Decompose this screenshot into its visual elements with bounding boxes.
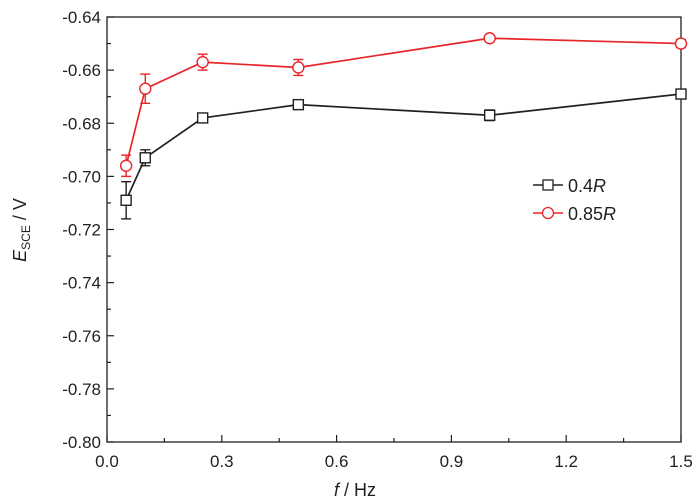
data-point — [292, 98, 305, 111]
y-tick-label: -0.68 — [62, 114, 101, 133]
y-tick-label: -0.78 — [62, 380, 101, 399]
y-tick-label: -0.72 — [62, 221, 101, 240]
plot-frame — [106, 16, 682, 443]
y-tick-label: -0.70 — [62, 167, 101, 186]
legend-item-0.85R: 0.85R — [533, 204, 616, 224]
y-tick-label: -0.66 — [62, 61, 101, 80]
y-tick-label: -0.76 — [62, 327, 101, 346]
data-point — [483, 32, 496, 45]
data-point — [196, 112, 209, 124]
data-point — [119, 159, 133, 172]
x-tick-label: 1.5 — [669, 452, 693, 471]
y-axis-title: ESCE / V — [10, 198, 33, 262]
series-layer — [119, 32, 688, 220]
y-tick-label: -0.74 — [62, 274, 101, 293]
square-marker-icon — [542, 179, 554, 191]
x-tick-label: 0.3 — [210, 452, 234, 471]
data-point — [675, 88, 687, 100]
data-point — [196, 55, 209, 69]
circle-marker-icon — [541, 206, 555, 220]
x-tick-label: 1.2 — [554, 452, 578, 471]
data-point — [139, 152, 151, 164]
x-tick-label: 0.0 — [95, 452, 119, 471]
x-axis-title: f / Hz — [334, 480, 376, 500]
y-axis: -0.64 -0.66 -0.68 -0.70 -0.72 -0.74 -0.76 -0.78… — [62, 8, 114, 452]
x-axis: 0.0 0.3 0.6 0.9 1.2 1.5 — [95, 435, 693, 471]
svg-text:0.4R: 0.4R — [568, 176, 606, 196]
data-point — [483, 109, 496, 121]
svg-text:0.85R: 0.85R — [568, 204, 616, 224]
legend-item-0.4R: 0.4R — [533, 176, 606, 196]
series-0.4R — [120, 88, 687, 220]
data-point — [120, 194, 132, 206]
y-tick-label: -0.80 — [62, 433, 101, 452]
y-tick-label: -0.64 — [62, 8, 101, 27]
x-tick-label: 0.9 — [440, 452, 464, 471]
series-0.85R — [119, 32, 688, 178]
data-point — [674, 37, 688, 50]
x-tick-label: 0.6 — [325, 452, 349, 471]
data-point — [292, 61, 305, 74]
legend: 0.4R 0.85R — [533, 176, 616, 224]
data-point — [139, 82, 152, 95]
